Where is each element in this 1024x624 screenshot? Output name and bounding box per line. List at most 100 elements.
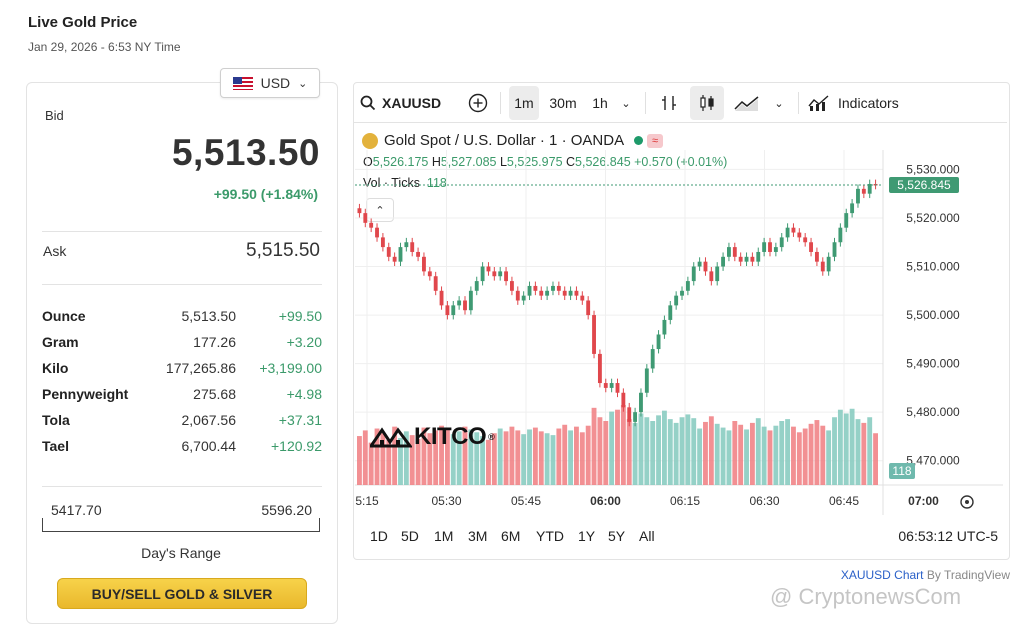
market-open-icon [634, 136, 644, 145]
x-tick-label: 07:00 [908, 494, 939, 508]
volume-bar [439, 425, 444, 485]
volume-bar [773, 425, 779, 485]
candle [662, 319, 667, 335]
volume-bar [873, 433, 878, 485]
volume-bar [562, 424, 568, 485]
range-1y[interactable]: 1Y [578, 528, 596, 544]
volume-bar [521, 434, 527, 485]
unit-change: +3.20 [286, 334, 322, 350]
unit-change: +3,199.00 [259, 360, 322, 376]
indicators-icon [808, 95, 829, 111]
change-value: +0.570 (+0.01%) [634, 155, 728, 169]
range-6m[interactable]: 6M [501, 528, 521, 544]
volume-bar [579, 432, 585, 485]
x-tick-label: 06:30 [749, 494, 779, 508]
range-3m[interactable]: 3M [468, 528, 488, 544]
volume-bar [714, 423, 720, 485]
candle [468, 290, 473, 311]
price-chart[interactable]: 5,530.000 5,520.000 5,510.000 5,500.000 5,49… [355, 150, 1007, 522]
currency-select[interactable]: USD ⌄ [220, 68, 320, 98]
chevron-down-icon[interactable]: ⌄ [774, 97, 784, 110]
candle [392, 256, 397, 262]
interval-1m[interactable]: 1m [509, 86, 539, 120]
interval-30m[interactable]: 30m [549, 95, 577, 111]
volume-bar [832, 417, 837, 485]
toolbar-separator [798, 92, 799, 114]
unit-price: 6,700.44 [181, 438, 237, 454]
y-tick-label: 5,500.000 [906, 308, 960, 322]
range-1d[interactable]: 1D [370, 528, 388, 544]
candle [656, 334, 661, 350]
range-1m[interactable]: 1M [434, 528, 454, 544]
settings-gear-icon[interactable] [960, 495, 974, 509]
candle [639, 392, 643, 413]
candle [685, 281, 690, 291]
range-all[interactable]: All [639, 528, 655, 544]
volume-bar [761, 426, 767, 485]
volume-bar [480, 436, 486, 485]
candle [820, 261, 825, 272]
unit-row-tola: Tola 2,067.56 +37.31 [42, 412, 322, 432]
volume-bar [380, 433, 386, 485]
candle [768, 242, 772, 252]
bar-replay-button[interactable] [654, 86, 684, 120]
x-tick-label: 05:30 [431, 494, 461, 508]
candle [861, 188, 866, 194]
candle [474, 281, 479, 291]
candle [451, 305, 456, 316]
chevron-up-icon: ⌃ [375, 204, 385, 217]
interval-1h[interactable]: 1h [592, 95, 608, 111]
attribution-link[interactable]: XAUUSD Chart [840, 568, 924, 582]
ask-price: 5,515.50 [246, 240, 320, 261]
gold-coin-icon [362, 132, 378, 149]
candle [750, 256, 755, 262]
range-5y[interactable]: 5Y [608, 528, 626, 544]
last-volume-label: 118 [892, 464, 911, 478]
candle [427, 271, 432, 277]
volume-label: Vol · Ticks [363, 176, 420, 190]
indicators-button[interactable]: Indicators [808, 86, 912, 120]
candle [562, 290, 567, 296]
candle [691, 266, 696, 282]
unit-price: 177.26 [193, 334, 236, 350]
candle [680, 290, 684, 296]
symbol-search[interactable]: XAUUSD [360, 86, 450, 120]
candle [580, 295, 585, 301]
buy-sell-button[interactable]: BUY/SELL GOLD & SILVER [57, 578, 307, 609]
unit-name: Ounce [42, 308, 86, 324]
kitco-wordmark: KITCO [414, 423, 487, 450]
volume-bar [708, 416, 714, 485]
unit-name: Gram [42, 334, 79, 350]
unit-change: +4.98 [286, 386, 322, 402]
volume-bar [474, 432, 480, 485]
volume-bar [357, 436, 362, 485]
range-ytd[interactable]: YTD [536, 528, 564, 544]
volume-bar [433, 430, 439, 485]
volume-bar [374, 428, 380, 485]
candle [545, 290, 550, 296]
chart-attribution: XAUUSD Chart By TradingView [800, 568, 1010, 582]
delayed-icon: ≈ [647, 133, 664, 148]
candle [539, 290, 544, 296]
candle [867, 183, 872, 194]
chart-type-area[interactable] [730, 86, 764, 120]
chart-type-candles[interactable] [690, 86, 724, 120]
candle [433, 276, 438, 291]
volume-bar [791, 426, 796, 485]
volume-bar [403, 431, 409, 485]
compare-button[interactable] [462, 86, 494, 120]
unit-change: +99.50 [278, 308, 322, 324]
x-tick-label: 06:15 [670, 494, 700, 508]
range-5d[interactable]: 5D [401, 528, 419, 544]
settings-gear-center [965, 500, 969, 504]
currency-label: USD [260, 75, 291, 91]
volume-bar [597, 417, 603, 485]
volume-bar [837, 409, 843, 485]
chevron-down-icon[interactable]: ⌄ [621, 97, 631, 110]
volume-bar [808, 423, 814, 485]
y-tick-label: 5,510.000 [906, 260, 960, 274]
volume-bar [849, 408, 855, 485]
close-label: C [566, 155, 576, 169]
candle [439, 290, 444, 306]
candle [609, 383, 614, 388]
